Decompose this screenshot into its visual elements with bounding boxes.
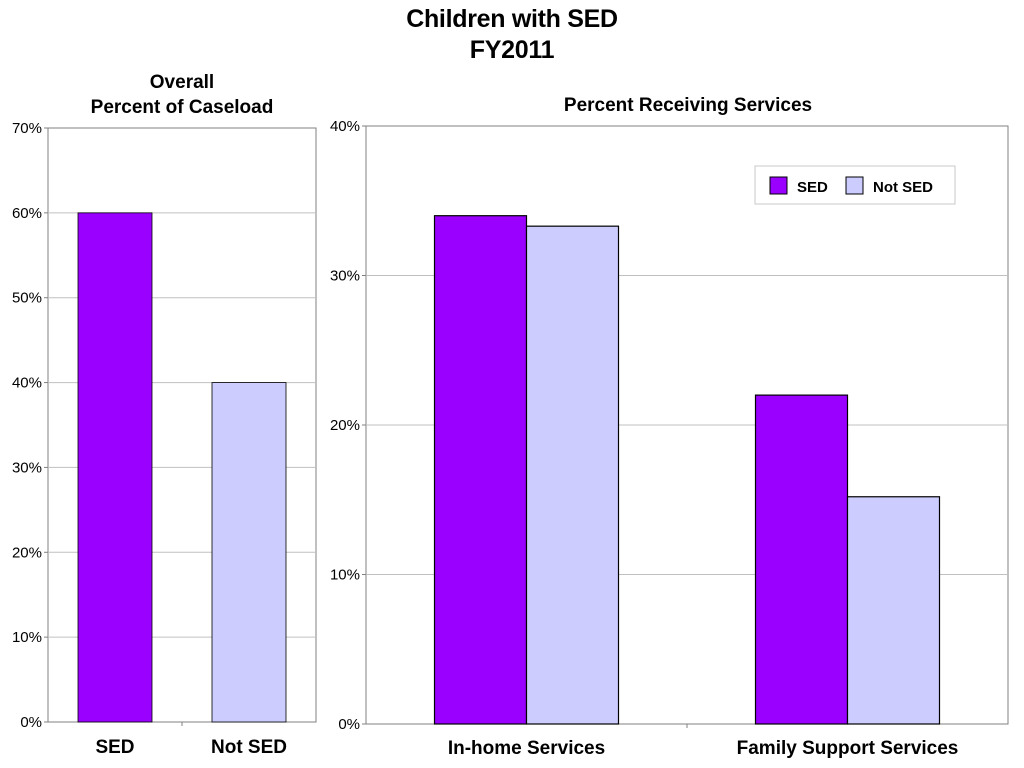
right-x-category-label: In-home Services: [448, 738, 605, 759]
right-x-category-label: Family Support Services: [737, 738, 959, 759]
left-x-category-label: Not SED: [211, 737, 287, 758]
right-bar-not-sed-in-home-services: [525, 225, 620, 725]
left-bar-not-sed: [211, 382, 287, 723]
left-y-tick-label: 60%: [12, 205, 42, 222]
left-chart-title: Overall Percent of Caseload: [42, 70, 322, 120]
left-y-tick-label: 20%: [12, 544, 42, 561]
right-y-tick-label: 40%: [330, 118, 360, 135]
left-x-category-label: SED: [95, 737, 134, 758]
right-y-tick-label: 0%: [338, 716, 360, 733]
legend-swatch-not-sed: [845, 176, 864, 195]
left-chart: 0% 10% 20% 30% 40% 50% 60% 70% SED Not SED: [12, 120, 317, 758]
main-title-line-2: FY2011: [469, 36, 555, 64]
right-bar-not-sed-family-support-services: [846, 496, 941, 725]
left-y-tick-label: 70%: [12, 120, 42, 137]
legend-label-sed: SED: [797, 179, 828, 196]
right-y-tick-label: 30%: [330, 268, 360, 285]
right-chart-title: Percent Receiving Services: [563, 95, 813, 116]
right-chart-legend: SED Not SED: [754, 165, 956, 205]
chart-main-title: Children with SED FY2011: [0, 4, 1024, 66]
left-y-tick-label: 0%: [20, 714, 42, 731]
right-y-tick-label: 20%: [330, 417, 360, 434]
left-chart-title-line-1: Overall: [149, 72, 215, 93]
right-bar-sed-family-support-services: [754, 394, 849, 725]
right-chart: 0% 10% 20% 30% 40% In-home Services Family Sup…: [330, 118, 1009, 759]
main-title-line-1: Children with SED: [406, 5, 618, 33]
left-y-tick-label: 30%: [12, 459, 42, 476]
right-bar-sed-in-home-services: [433, 215, 528, 725]
left-y-tick-label: 50%: [12, 290, 42, 307]
legend-label-not-sed: Not SED: [873, 179, 933, 196]
left-chart-title-line-2: Percent of Caseload: [90, 97, 274, 118]
left-bar-sed: [77, 212, 153, 723]
left-y-tick-label: 40%: [12, 375, 42, 392]
right-y-tick-label: 10%: [330, 567, 360, 584]
legend-swatch-sed: [769, 176, 788, 195]
left-y-tick-label: 10%: [12, 629, 42, 646]
